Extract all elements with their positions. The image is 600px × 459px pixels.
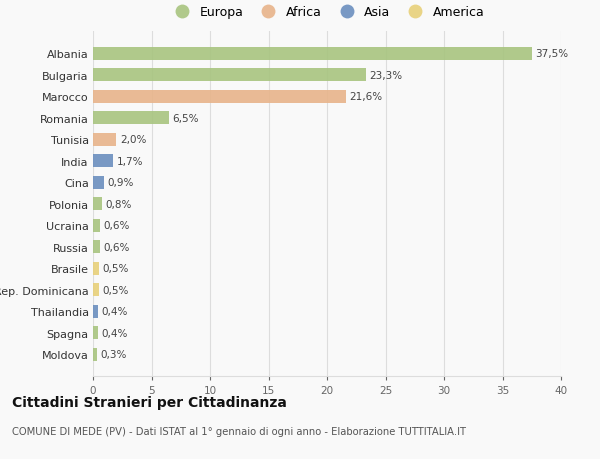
- Bar: [93, 134, 116, 146]
- Text: 21,6%: 21,6%: [349, 92, 382, 102]
- Text: 0,9%: 0,9%: [107, 178, 133, 188]
- Bar: [93, 198, 103, 211]
- Bar: [93, 305, 98, 318]
- Text: 1,7%: 1,7%: [116, 157, 143, 166]
- Text: 23,3%: 23,3%: [369, 71, 402, 81]
- Text: 0,5%: 0,5%: [103, 263, 129, 274]
- Text: Cittadini Stranieri per Cittadinanza: Cittadini Stranieri per Cittadinanza: [12, 395, 287, 409]
- Text: 6,5%: 6,5%: [173, 113, 199, 123]
- Bar: [93, 348, 97, 361]
- Bar: [93, 326, 98, 339]
- Text: 0,6%: 0,6%: [104, 221, 130, 231]
- Text: 37,5%: 37,5%: [535, 49, 568, 59]
- Bar: [93, 69, 365, 82]
- Text: 0,5%: 0,5%: [103, 285, 129, 295]
- Text: 0,4%: 0,4%: [101, 328, 128, 338]
- Bar: [93, 176, 104, 189]
- Bar: [93, 284, 99, 297]
- Legend: Europa, Africa, Asia, America: Europa, Africa, Asia, America: [169, 6, 485, 19]
- Text: COMUNE DI MEDE (PV) - Dati ISTAT al 1° gennaio di ogni anno - Elaborazione TUTTI: COMUNE DI MEDE (PV) - Dati ISTAT al 1° g…: [12, 426, 466, 436]
- Bar: [93, 48, 532, 61]
- Bar: [93, 241, 100, 253]
- Bar: [93, 112, 169, 125]
- Bar: [93, 262, 99, 275]
- Bar: [93, 90, 346, 104]
- Text: 0,4%: 0,4%: [101, 307, 128, 316]
- Text: 0,3%: 0,3%: [100, 349, 127, 359]
- Bar: [93, 155, 113, 168]
- Text: 0,8%: 0,8%: [106, 199, 132, 209]
- Bar: [93, 219, 100, 232]
- Text: 0,6%: 0,6%: [104, 242, 130, 252]
- Text: 2,0%: 2,0%: [120, 135, 146, 145]
